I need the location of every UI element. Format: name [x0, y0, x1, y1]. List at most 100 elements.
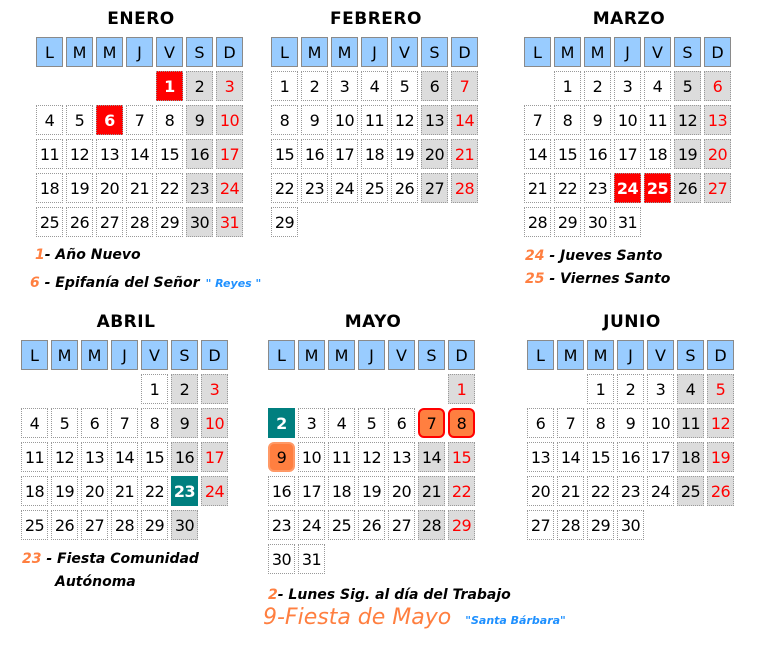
day-cell: 25 [36, 207, 63, 237]
day-cell: 12 [674, 105, 701, 135]
day-cell: 18 [644, 139, 671, 169]
empty-cell [21, 374, 48, 404]
day-cell: 14 [126, 139, 153, 169]
day-cell: 14 [557, 442, 584, 472]
legend-autonoma: Autónoma [55, 574, 136, 590]
day-cell: 24 [201, 476, 228, 506]
day-cell: 29 [141, 510, 168, 540]
day-cell: 1 [271, 71, 298, 101]
day-cell: 31 [614, 207, 641, 237]
month-enero: ENERO L M M J V S D 1 2 3 4 5 6 7 8 9 10 11 12 13 14 15 16 17 18 1… [36, 9, 246, 237]
calendar-grid: L M M J V S D 1 2 3 4 5 6 7 8 9 10 11 12 13 14 15 16 17 18 19 20 21… [524, 37, 734, 237]
day-cell: 4 [328, 408, 355, 438]
day-cell: 12 [66, 139, 93, 169]
weekday-header: L [268, 340, 295, 370]
day-cell: 26 [51, 510, 78, 540]
day-cell: 22 [587, 476, 614, 506]
calendar-grid: L M M J V S D 1 2 3 4 5 6 7 8 9 10 11 12 13 14 15 16 17 18 19 20 21… [268, 340, 478, 574]
day-cell: 21 [111, 476, 138, 506]
empty-cell [328, 374, 355, 404]
weekday-header: J [614, 37, 641, 67]
weekday-header: D [704, 37, 731, 67]
day-cell: 30 [171, 510, 198, 540]
day-cell: 18 [677, 442, 704, 472]
day-cell: 8 [141, 408, 168, 438]
day-cell: 6 [421, 71, 448, 101]
month-title: JUNIO [603, 312, 661, 332]
day-cell: 8 [587, 408, 614, 438]
day-cell: 13 [388, 442, 415, 472]
day-cell: 7 [524, 105, 551, 135]
empty-cell [557, 374, 584, 404]
day-cell: 24 [647, 476, 674, 506]
weekday-header: M [66, 37, 93, 67]
day-cell: 9 [301, 105, 328, 135]
day-cell: 30 [584, 207, 611, 237]
day-cell: 13 [96, 139, 123, 169]
day-cell: 30 [268, 544, 295, 574]
day-cell: 20 [527, 476, 554, 506]
weekday-header: M [584, 37, 611, 67]
day-cell: 16 [186, 139, 213, 169]
day-cell: 8 [271, 105, 298, 135]
empty-cell [388, 374, 415, 404]
day-cell: 16 [171, 442, 198, 472]
empty-cell [36, 71, 63, 101]
day-cell: 3 [298, 408, 325, 438]
day-cell: 13 [421, 105, 448, 135]
day-cell: 5 [391, 71, 418, 101]
day-cell: 20 [96, 173, 123, 203]
legend-text: 9-Fiesta de Mayo [263, 605, 452, 630]
day-cell: 10 [201, 408, 228, 438]
day-cell: 22 [156, 173, 183, 203]
day-cell: 21 [418, 476, 445, 506]
day-cell: 22 [141, 476, 168, 506]
weekday-header: L [527, 340, 554, 370]
day-cell: 14 [524, 139, 551, 169]
month-febrero: FEBRERO L M M J V S D 1 2 3 4 5 6 7 8 9 10 11 12 13 14 15 16 17 1… [271, 9, 481, 237]
day-cell: 29 [448, 510, 475, 540]
day-cell: 20 [421, 139, 448, 169]
day-cell: 28 [126, 207, 153, 237]
weekday-header: S [186, 37, 213, 67]
holiday-day-cell: 7 [418, 408, 445, 438]
day-cell: 10 [331, 105, 358, 135]
day-cell: 6 [81, 408, 108, 438]
day-cell: 28 [111, 510, 138, 540]
calendar-grid: L M M J V S D 1 2 3 4 5 6 7 8 9 10 11 12 13 14 15 16 17 18 19 20 21… [527, 340, 737, 540]
day-cell: 24 [298, 510, 325, 540]
empty-cell [51, 374, 78, 404]
day-cell: 8 [554, 105, 581, 135]
day-cell: 19 [66, 173, 93, 203]
day-cell: 3 [216, 71, 243, 101]
day-cell: 19 [358, 476, 385, 506]
day-cell: 17 [216, 139, 243, 169]
legend-note: " Reyes " [205, 277, 262, 290]
day-cell: 31 [298, 544, 325, 574]
weekday-header: J [361, 37, 388, 67]
day-cell: 10 [298, 442, 325, 472]
month-title: MAYO [344, 312, 402, 332]
day-cell: 26 [707, 476, 734, 506]
day-cell: 20 [704, 139, 731, 169]
legend-fiesta-mayo: 9-Fiesta de Mayo "Santa Bárbara" [263, 605, 566, 630]
day-cell: 18 [328, 476, 355, 506]
day-cell: 15 [554, 139, 581, 169]
day-cell: 11 [677, 408, 704, 438]
day-cell: 25 [677, 476, 704, 506]
weekday-header: S [674, 37, 701, 67]
day-cell: 17 [331, 139, 358, 169]
legend-number: 24 [525, 248, 545, 264]
weekday-header: M [328, 340, 355, 370]
weekday-header: J [617, 340, 644, 370]
legend-note: "Santa Bárbara" [465, 614, 566, 627]
month-title: FEBRERO [330, 9, 422, 29]
day-cell: 14 [418, 442, 445, 472]
month-junio: JUNIO L M M J V S D 1 2 3 4 5 6 7 8 9 10 11 12 13 14 15 16 17 18 1… [527, 312, 737, 540]
weekday-header: D [448, 340, 475, 370]
holiday-day-cell: 6 [96, 105, 123, 135]
legend-number: 2 [268, 587, 278, 603]
empty-cell [66, 71, 93, 101]
legend-text: - Epifanía del Señor [39, 275, 200, 291]
weekday-header: M [96, 37, 123, 67]
